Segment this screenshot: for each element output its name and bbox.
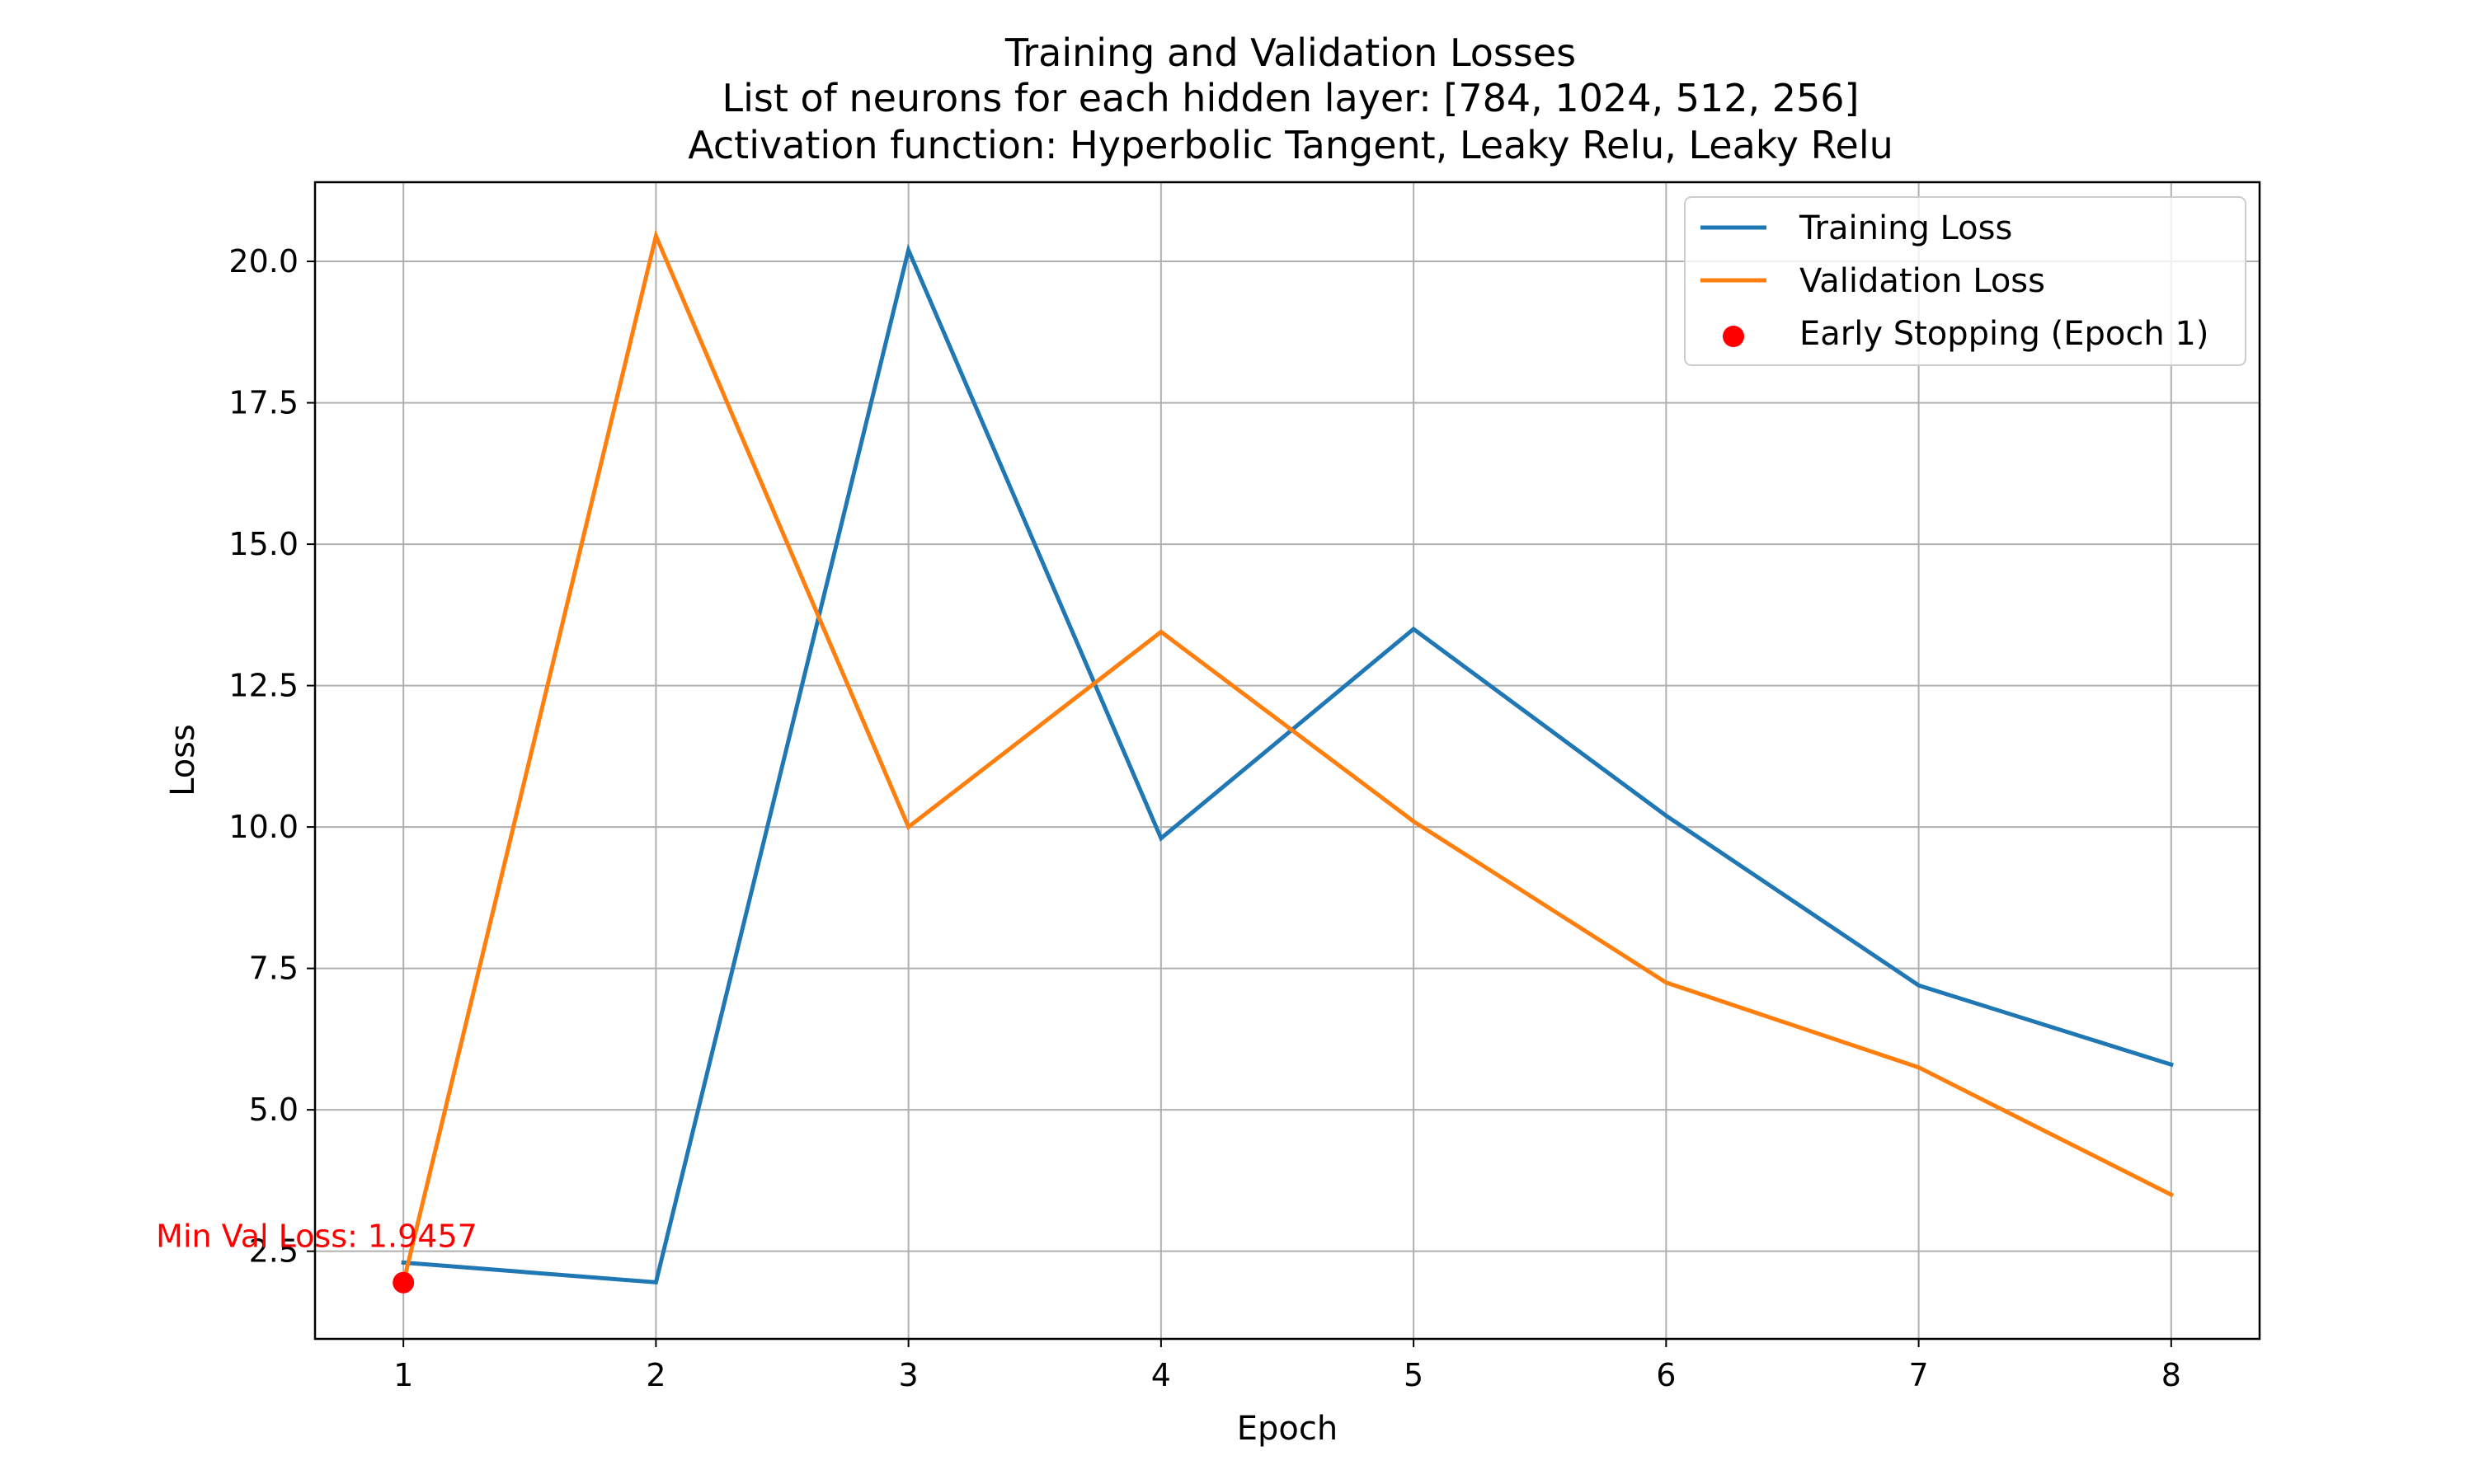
x-tick-label: 5 [1404, 1357, 1423, 1393]
y-tick-label: 12.5 [228, 668, 299, 704]
series-lines [401, 229, 2175, 1285]
annotations: Min Val Loss: 1.9457 [156, 1219, 477, 1255]
x-tick-label: 3 [899, 1357, 919, 1393]
legend-label-early-stopping-epoch-1: Early Stopping (Epoch 1) [1799, 315, 2208, 353]
chart-title-line-2: List of neurons for each hidden layer: [… [722, 76, 1859, 120]
x-tick-label: 1 [393, 1357, 413, 1393]
legend-box [1684, 196, 2246, 366]
y-axis-label: Loss [164, 724, 202, 796]
y-tick-label: 15.0 [228, 526, 299, 562]
chart-title-line-1: Training and Validation Losses [1004, 31, 1576, 75]
y-tick-label: 10.0 [228, 809, 299, 845]
chart-legend: Training Loss Validation Loss Early Stoppi… [1684, 196, 2246, 366]
series-line-training-loss [401, 243, 2174, 1285]
y-axis-ticks: 2.5 5.0 7.5 10.0 12.5 15.0 17.5 20.0 [228, 243, 315, 1270]
chart-title-line-3: Activation function: Hyperbolic Tangent,… [688, 123, 1893, 167]
chart-title: Training and Validation Losses List of n… [688, 31, 1893, 167]
legend-label-validation-loss: Validation Loss [1799, 262, 2045, 300]
legend-swatch-early-stopping-epoch-1 [1723, 326, 1744, 347]
plot-frame [313, 181, 2261, 1341]
x-tick-label: 8 [2161, 1357, 2181, 1393]
legend-label-training-loss: Training Loss [1799, 209, 2012, 247]
x-tick-label: 6 [1656, 1357, 1676, 1393]
y-tick-label: 2.5 [249, 1233, 299, 1270]
markers [393, 1271, 415, 1294]
early-stopping-marker [393, 1271, 415, 1294]
y-tick-label: 7.5 [249, 951, 299, 987]
x-tick-label: 7 [1908, 1357, 1928, 1393]
series-line-validation-loss [401, 229, 2175, 1285]
y-tick-label: 20.0 [228, 243, 299, 279]
grid-lines [315, 182, 2260, 1339]
x-axis-ticks: 1 2 3 4 5 6 7 8 [393, 1339, 2181, 1393]
x-tick-label: 2 [646, 1357, 666, 1393]
min-val-loss-annotation: Min Val Loss: 1.9457 [156, 1219, 477, 1255]
x-tick-label: 4 [1151, 1357, 1171, 1393]
y-tick-label: 5.0 [249, 1092, 299, 1128]
y-tick-label: 17.5 [228, 385, 299, 421]
x-axis-label: Epoch [1237, 1410, 1338, 1448]
